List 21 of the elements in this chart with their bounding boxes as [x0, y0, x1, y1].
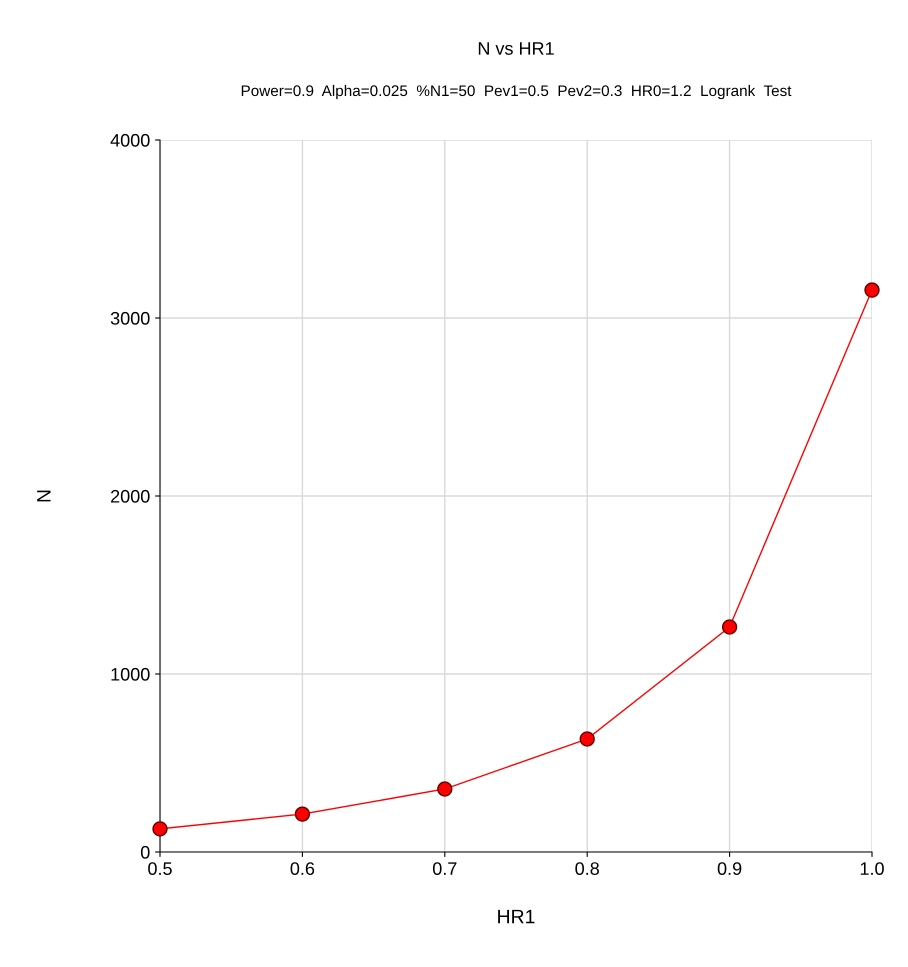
chart-title: N vs HR1	[478, 42, 554, 55]
point	[722, 619, 738, 635]
x-tick-label: 0.7	[432, 862, 456, 875]
point	[864, 282, 880, 298]
y-tick-label: 0	[140, 846, 150, 859]
x-tick-label: 0.5	[148, 862, 172, 875]
y-axis-title: N	[37, 490, 51, 502]
y-tick-label: 4000	[110, 134, 150, 147]
point	[437, 781, 452, 797]
x-axis-title: HR1	[498, 910, 534, 924]
x-tick-label: 0.9	[718, 862, 742, 875]
x-tick-label: 1.0	[860, 862, 884, 875]
point	[580, 731, 595, 747]
point	[152, 821, 168, 836]
x-tick-label: 0.6	[290, 862, 314, 875]
y-tick-label: 2000	[111, 490, 150, 503]
y-tick-label: 1000	[111, 668, 150, 681]
x-tick-label: 0.8	[575, 862, 599, 875]
point	[294, 806, 310, 822]
chart-subtitle: Power=0.9 Alpha=0.025 %N1=50 Pev1=0.5 Pev2=0.3 HR0=1.2 Logrank Test	[242, 84, 792, 100]
y-tick-label: 3000	[110, 312, 150, 325]
